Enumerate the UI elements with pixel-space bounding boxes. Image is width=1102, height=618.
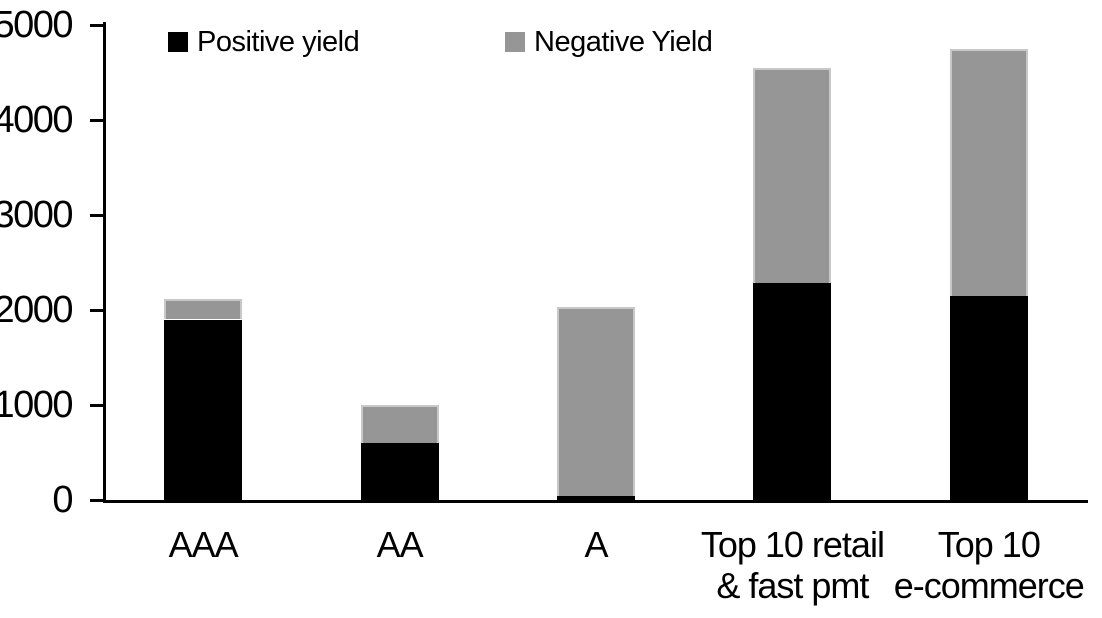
y-axis-tick: [90, 308, 104, 312]
x-axis-label-line: e-commerce: [893, 565, 1085, 606]
legend-swatch-negative-yield-icon: [505, 32, 525, 52]
bar-segment-positive: [557, 496, 635, 500]
y-axis-tick: [90, 498, 104, 502]
bar-segment-positive: [360, 443, 439, 500]
legend-swatch-positive-yield-icon: [168, 32, 188, 52]
x-axis-label-line: AAA: [168, 524, 239, 565]
x-axis-category-label: Top 10 retail & fast pmt: [672, 524, 912, 606]
bar-segment-negative: [557, 307, 635, 497]
y-axis-tick: [90, 403, 104, 407]
x-axis-label-line: AA: [376, 524, 424, 565]
y-axis-tick-label: 0: [52, 479, 73, 521]
x-axis-line: [103, 500, 1088, 503]
y-axis-tick-label: 4000: [0, 99, 74, 141]
y-axis-tick-label: 5000: [0, 4, 74, 46]
y-axis-tick: [90, 213, 104, 217]
y-axis-tick-label: 2000: [0, 289, 74, 331]
x-axis-category-label: A: [476, 524, 716, 565]
bar-segment-positive: [949, 295, 1028, 500]
y-axis-tick-label: 1000: [0, 384, 74, 426]
legend-label-positive-yield: Positive yield: [197, 25, 360, 58]
legend-label-negative-yield: Negative Yield: [534, 25, 713, 58]
x-axis-category-label: AA: [280, 524, 520, 565]
bar-segment-negative: [949, 48, 1028, 296]
bar-segment-negative: [753, 67, 832, 284]
y-axis-tick: [90, 118, 104, 122]
x-axis-label-line: Top 10 retail: [700, 524, 885, 565]
y-axis-tick-label: 3000: [0, 194, 74, 236]
y-axis-tick: [90, 23, 104, 27]
x-axis-category-label: AAA: [83, 524, 323, 565]
x-axis-label-line: & fast pmt: [716, 565, 869, 606]
bar-segment-negative: [164, 298, 243, 320]
legend-item-negative-yield: Negative Yield: [505, 25, 713, 58]
x-axis-label-line: A: [584, 524, 608, 565]
bar-segment-positive: [164, 319, 243, 500]
legend-item-positive-yield: Positive yield: [168, 25, 360, 58]
x-axis-category-label: Top 10 e-commerce: [869, 524, 1102, 606]
x-axis-label-line: Top 10: [937, 524, 1041, 565]
bar-segment-negative: [360, 405, 439, 443]
bar-segment-positive: [753, 283, 832, 500]
y-axis-line: [103, 22, 106, 503]
